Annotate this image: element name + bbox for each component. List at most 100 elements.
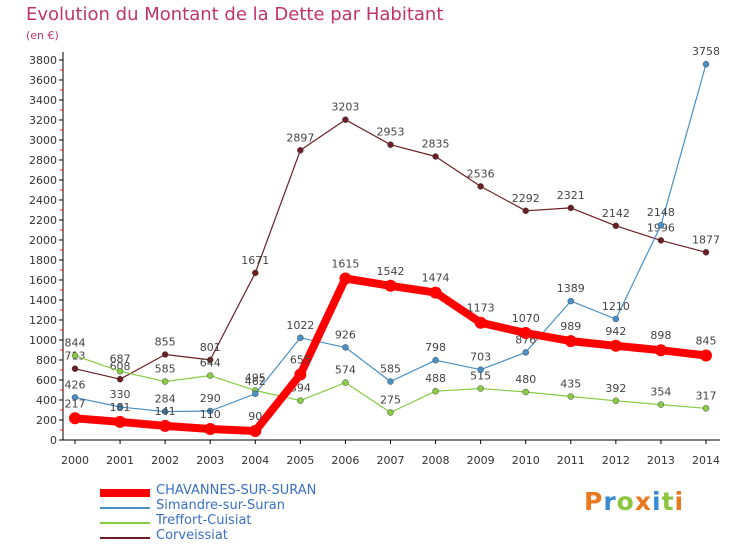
legend-label: Corveissiat bbox=[156, 528, 228, 543]
data-point bbox=[519, 327, 532, 339]
data-label: 426 bbox=[65, 378, 86, 391]
y-tick-label: 1000 bbox=[29, 334, 57, 347]
data-point bbox=[252, 390, 259, 398]
legend-swatch bbox=[100, 522, 150, 524]
data-point bbox=[612, 397, 620, 405]
data-point bbox=[69, 412, 81, 425]
data-point bbox=[297, 147, 304, 154]
data-label: 1615 bbox=[331, 258, 359, 271]
y-tick-label: 3200 bbox=[29, 114, 57, 127]
data-point bbox=[429, 286, 442, 299]
chart-title: Evolution du Montant de la Dette par Hab… bbox=[26, 4, 444, 25]
data-point bbox=[294, 368, 307, 381]
data-label: 2148 bbox=[647, 206, 675, 219]
y-tick-label: 800 bbox=[36, 354, 57, 367]
data-point bbox=[477, 366, 484, 373]
x-tick-label: 2011 bbox=[557, 454, 585, 467]
legend-swatch bbox=[100, 537, 150, 539]
data-point bbox=[474, 316, 487, 329]
data-point bbox=[564, 335, 577, 348]
data-label: 855 bbox=[155, 336, 176, 349]
data-point bbox=[161, 351, 169, 358]
data-point bbox=[342, 344, 349, 351]
x-tick-label: 2002 bbox=[151, 454, 179, 467]
data-point bbox=[700, 349, 712, 362]
data-point bbox=[161, 408, 169, 415]
y-tick-label: 3800 bbox=[29, 54, 57, 67]
data-point bbox=[657, 221, 665, 229]
data-point bbox=[387, 409, 394, 416]
y-tick-label: 400 bbox=[36, 394, 57, 407]
data-point bbox=[116, 403, 124, 411]
data-label: 290 bbox=[200, 392, 221, 405]
legend-swatch bbox=[100, 507, 150, 509]
data-point bbox=[71, 394, 79, 401]
y-tick-label: 600 bbox=[36, 374, 57, 387]
legend-item: CHAVANNES-SUR-SURAN bbox=[100, 483, 400, 500]
data-point bbox=[116, 375, 124, 383]
legend: CHAVANNES-SUR-SURAN Simandre-sur-Suran Tre… bbox=[100, 483, 400, 545]
data-label: 801 bbox=[200, 341, 221, 354]
data-point bbox=[252, 269, 259, 277]
data-label: 644 bbox=[200, 357, 221, 370]
data-label: 687 bbox=[110, 352, 131, 365]
data-label: 655 bbox=[290, 354, 311, 367]
x-tick-label: 2008 bbox=[422, 454, 450, 467]
data-label: 275 bbox=[380, 394, 401, 407]
data-point bbox=[477, 183, 484, 190]
y-tick-label: 0 bbox=[50, 434, 57, 447]
y-tick-label: 2000 bbox=[29, 234, 57, 247]
data-point bbox=[609, 339, 622, 352]
y-tick-label: 1800 bbox=[29, 254, 57, 267]
data-point bbox=[702, 405, 710, 412]
data-point bbox=[204, 423, 217, 435]
data-point bbox=[71, 352, 79, 359]
x-tick-label: 2006 bbox=[331, 454, 359, 467]
data-point bbox=[342, 379, 349, 386]
y-tick-label: 1400 bbox=[29, 294, 57, 307]
data-point bbox=[206, 407, 214, 415]
data-point bbox=[206, 356, 214, 364]
data-point bbox=[657, 237, 665, 244]
data-label: 2321 bbox=[557, 189, 585, 202]
data-label: 435 bbox=[560, 378, 581, 391]
data-label: 2142 bbox=[602, 207, 630, 220]
data-label: 845 bbox=[696, 335, 717, 348]
data-point bbox=[522, 207, 529, 215]
data-point bbox=[657, 401, 665, 408]
data-label: 844 bbox=[65, 337, 86, 350]
data-label: 354 bbox=[650, 386, 671, 399]
data-label: 1070 bbox=[512, 312, 540, 325]
y-tick-label: 3400 bbox=[29, 94, 57, 107]
x-tick-label: 2009 bbox=[467, 454, 495, 467]
data-label: 181 bbox=[110, 401, 131, 414]
legend-label: CHAVANNES-SUR-SURAN bbox=[156, 483, 317, 498]
data-label: 1389 bbox=[557, 282, 585, 295]
data-label: 480 bbox=[515, 373, 536, 386]
data-label: 1210 bbox=[602, 300, 630, 313]
data-point bbox=[432, 153, 439, 160]
legend-label: Treffort-Cuisiat bbox=[156, 513, 252, 528]
data-point bbox=[384, 279, 397, 292]
data-label: 90 bbox=[248, 410, 262, 423]
data-label: 110 bbox=[200, 408, 221, 421]
data-point bbox=[612, 222, 620, 230]
data-label: 2292 bbox=[512, 192, 540, 205]
y-tick-label: 3600 bbox=[29, 74, 57, 87]
data-label: 574 bbox=[335, 364, 356, 377]
data-label: 3758 bbox=[692, 45, 720, 58]
chart-subtitle: (en €) bbox=[26, 29, 59, 42]
data-label: 2897 bbox=[286, 131, 314, 144]
data-label: 317 bbox=[696, 389, 717, 402]
data-label: 2953 bbox=[377, 126, 405, 139]
y-tick-label: 2600 bbox=[29, 174, 57, 187]
y-tick-label: 1600 bbox=[29, 274, 57, 287]
data-point bbox=[477, 385, 484, 392]
data-label: 217 bbox=[65, 397, 86, 410]
proxiti-logo: Proxiti bbox=[584, 487, 685, 516]
data-point bbox=[339, 272, 352, 285]
x-tick-label: 2001 bbox=[106, 454, 134, 467]
data-label: 1542 bbox=[377, 265, 405, 278]
data-point bbox=[567, 204, 575, 212]
